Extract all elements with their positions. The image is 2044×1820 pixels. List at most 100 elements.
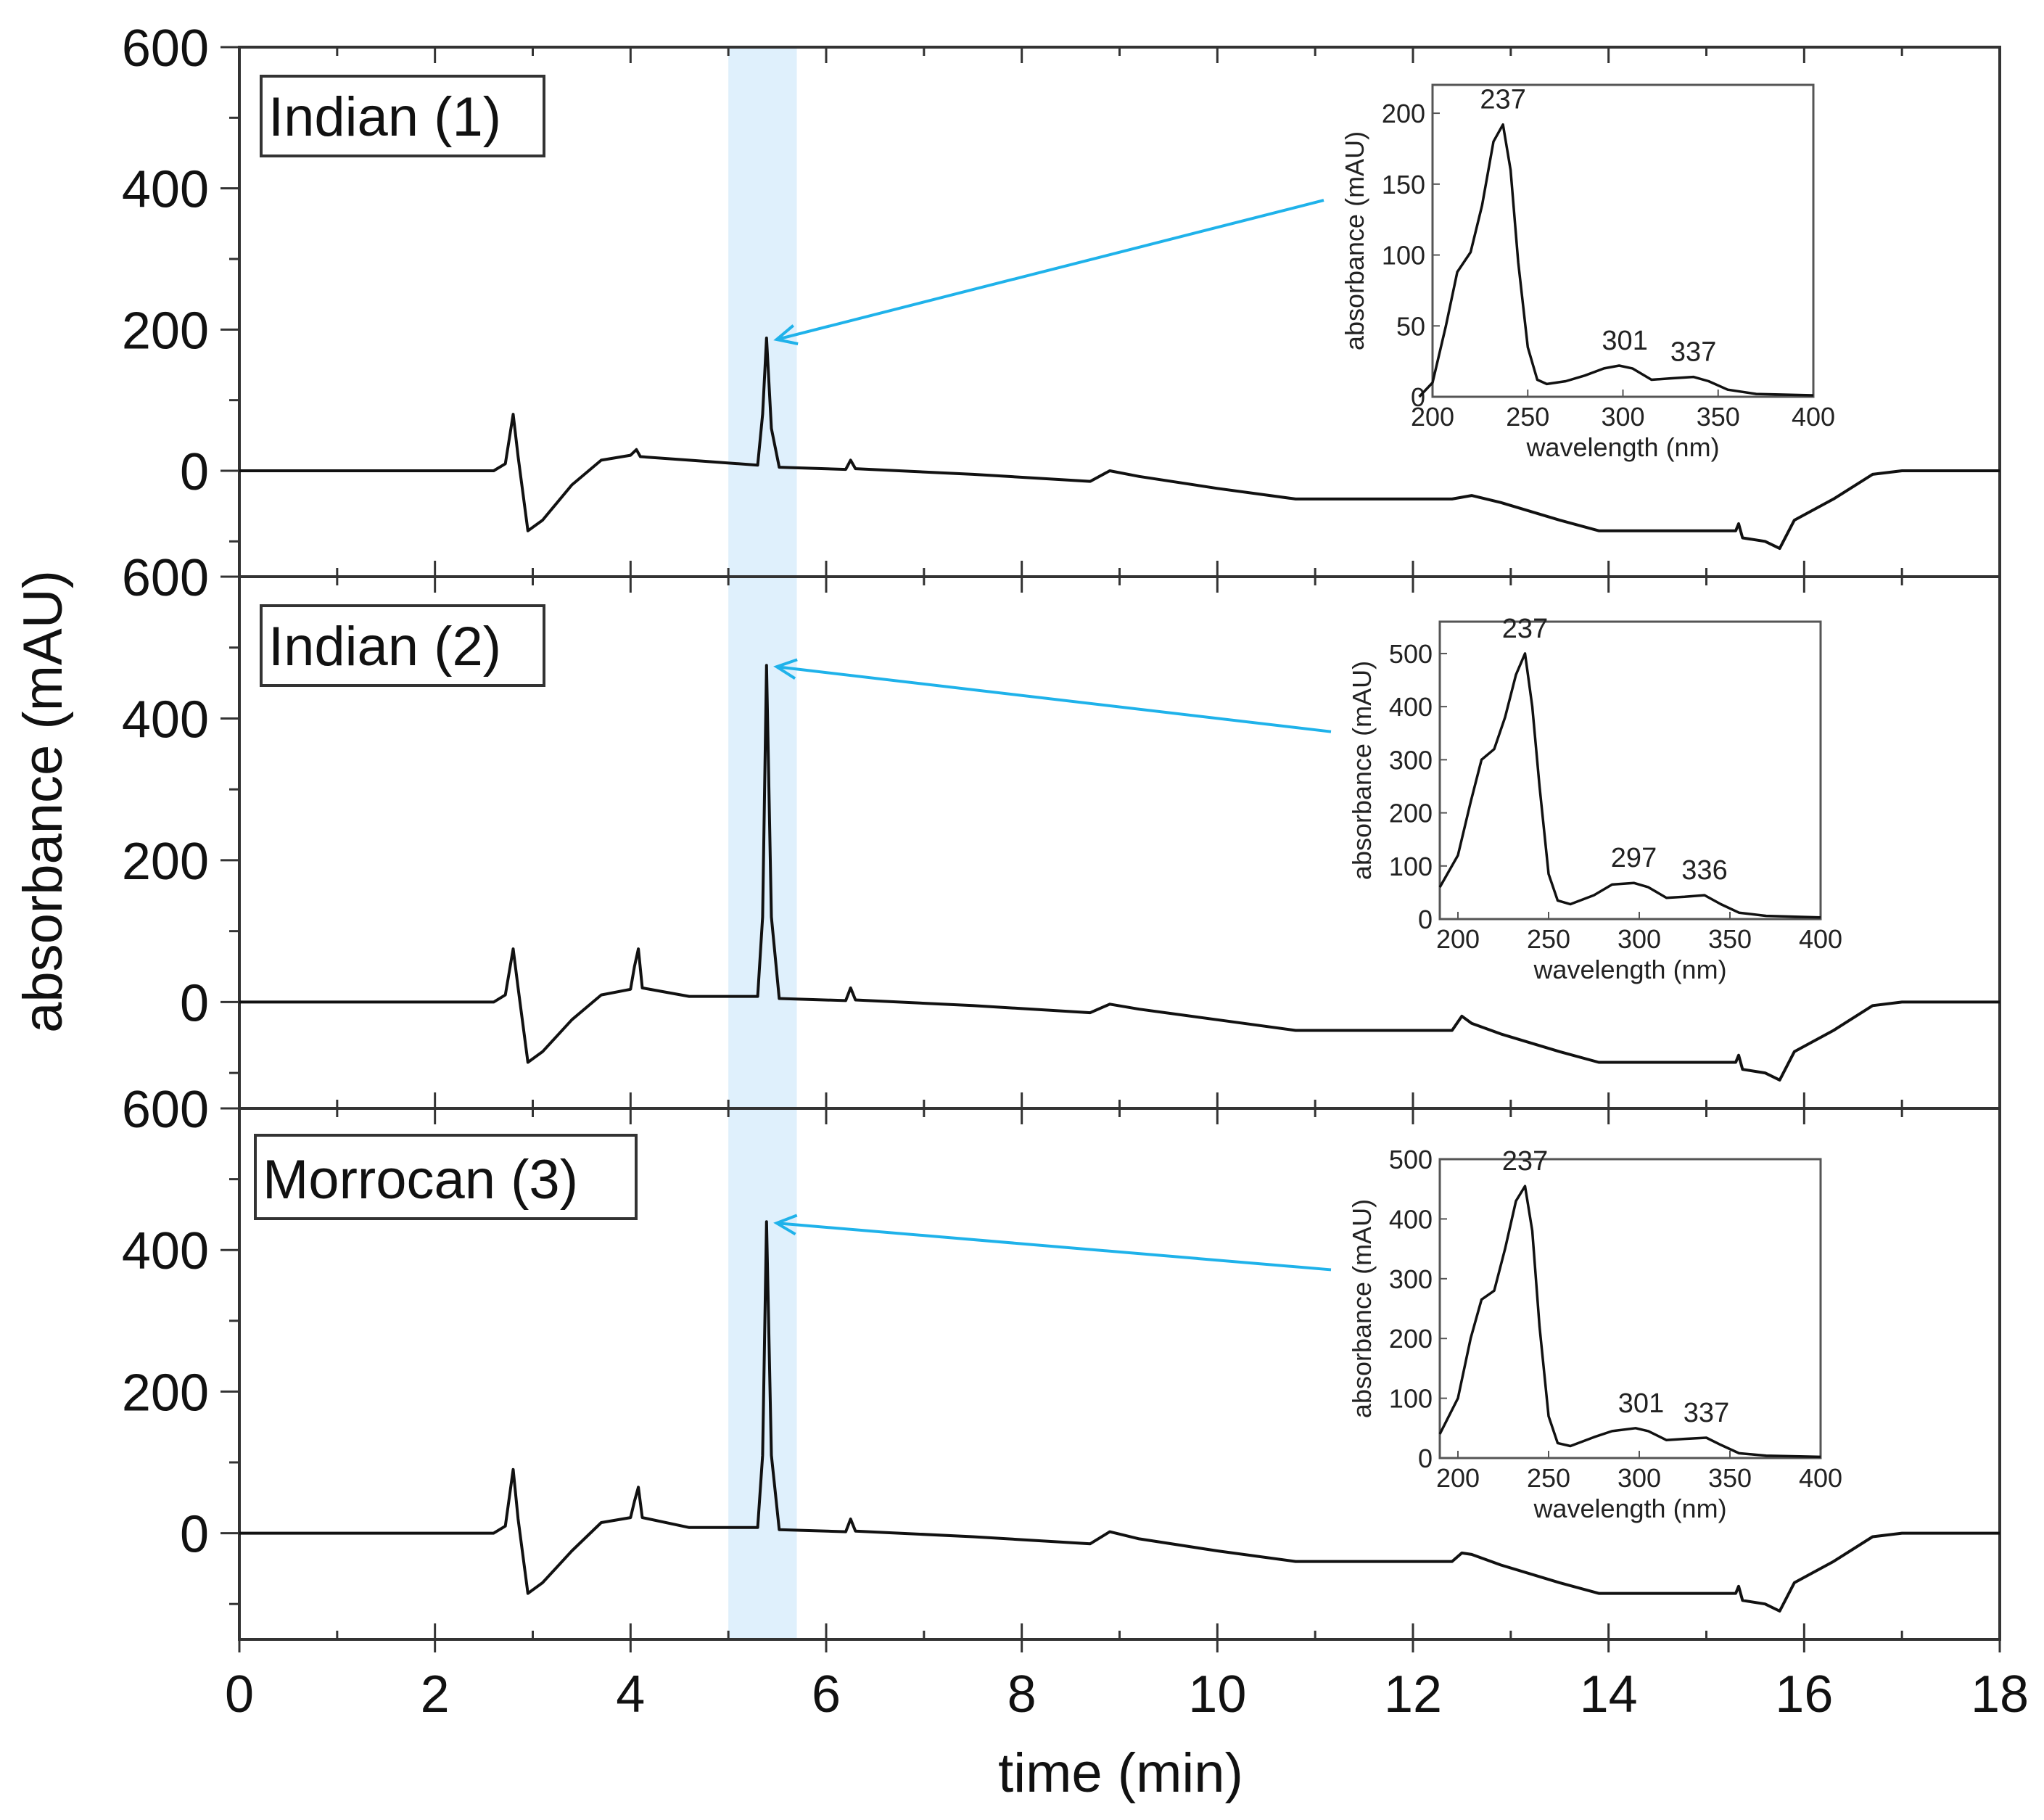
inset-y-tick-label: 100 [1389, 1384, 1433, 1414]
x-axis: 0 2 4 6 8 10 12 14 16 18 [225, 1639, 2029, 1724]
inset-x-title: wavelength (nm) [1525, 432, 1719, 462]
inset-peak-label: 237 [1480, 85, 1525, 115]
inset-y-tick-label: 0 [1418, 905, 1433, 934]
x-tick-label: 4 [616, 1665, 645, 1724]
inset-y-title: absorbance (mAU) [1340, 131, 1369, 350]
uv-spectrum-line [1438, 1185, 1821, 1459]
y-tick-label: 400 [122, 1222, 209, 1280]
inset-frame [1438, 1158, 1822, 1459]
inset-x-tick-label: 200 [1436, 1463, 1480, 1493]
y-tick-label: 600 [122, 1081, 209, 1139]
uv-spectrum-line [1418, 123, 1814, 398]
inset-peak-label: 297 [1611, 843, 1657, 873]
inset-y-tick-label: 500 [1389, 639, 1433, 669]
uv-spectrum-inset: 200 250 300 350 400 0 100 200 300 400 500 wavelengt… [1347, 614, 1842, 984]
callout-arrow-line [776, 1222, 1332, 1272]
inset-y-tick-label: 300 [1389, 745, 1433, 775]
inset-x-tick-label: 400 [1799, 1463, 1842, 1493]
inset-peak-label: 301 [1602, 326, 1647, 356]
inset-x-tick-label: 400 [1792, 402, 1835, 432]
inset-x-title: wavelength (nm) [1533, 955, 1726, 984]
y-tick-label: 400 [122, 691, 209, 749]
inset-y-tick-label: 100 [1389, 852, 1433, 881]
chromatogram-line [239, 664, 2000, 1082]
inset-peak-label: 237 [1502, 614, 1548, 644]
sample-label: Indian (1) [268, 86, 501, 148]
inset-y-tick-label: 150 [1382, 170, 1425, 199]
inset-x-tick-label: 250 [1506, 402, 1549, 432]
inset-x-tick-label: 350 [1708, 1463, 1752, 1493]
x-tick-label: 0 [225, 1665, 254, 1724]
sample-label-box [254, 1134, 638, 1220]
callout-arrow-head [773, 658, 798, 680]
x-tick-label: 16 [1775, 1665, 1833, 1724]
callout-arrow [773, 199, 1324, 345]
inset-x-tick-label: 250 [1527, 1463, 1570, 1493]
inset-y-tick-label: 500 [1389, 1145, 1433, 1174]
inset-x-tick-label: 300 [1601, 402, 1644, 432]
x-tick-label: 14 [1580, 1665, 1638, 1724]
inset-y-tick-label: 50 [1396, 311, 1425, 341]
inset-x-tick-label: 350 [1697, 402, 1740, 432]
y-tick-label: 400 [122, 161, 209, 219]
chromatogram-line [239, 337, 2000, 551]
y-tick-label: 200 [122, 1364, 209, 1422]
inset-y-title: absorbance (mAU) [1347, 1199, 1377, 1418]
inset-x-title: wavelength (nm) [1533, 1494, 1726, 1523]
y-tick-label: 600 [122, 549, 209, 607]
inset-peak-label: 301 [1618, 1388, 1664, 1419]
inset-y-tick-label: 200 [1389, 799, 1433, 828]
y-tick-label: 200 [122, 302, 209, 360]
inset-peak-label: 337 [1670, 337, 1716, 368]
uv-spectrum-inset: 200 250 300 350 400 0 100 200 300 400 500 wavelengt… [1347, 1145, 1842, 1523]
sample-label-box [260, 604, 545, 687]
inset-y-tick-label: 0 [1418, 1444, 1433, 1473]
inset-peak-label: 337 [1684, 1398, 1729, 1428]
sample-label: Indian (2) [268, 616, 501, 678]
callout-arrow [773, 658, 1332, 733]
inset-x-tick-label: 350 [1708, 924, 1752, 954]
sample-label-box [260, 75, 545, 157]
y-axis-title: absorbance (mAU) [12, 570, 74, 1033]
x-tick-label: 18 [1971, 1665, 2029, 1724]
x-tick-label: 8 [1007, 1665, 1037, 1724]
callout-arrow-head [773, 324, 799, 345]
inset-y-tick-label: 400 [1389, 692, 1433, 722]
inset-x-tick-label: 400 [1799, 924, 1842, 954]
sample-label: Morrocan (3) [263, 1149, 578, 1211]
inset-x-tick-label: 300 [1618, 1463, 1661, 1493]
inset-peak-label: 336 [1681, 855, 1727, 886]
y-tick-label: 0 [180, 974, 209, 1032]
callout-arrow [773, 1214, 1332, 1272]
x-tick-label: 12 [1384, 1665, 1442, 1724]
inset-x-tick-label: 200 [1411, 402, 1454, 432]
callout-arrow-head [773, 1214, 798, 1236]
x-tick-label: 6 [812, 1665, 841, 1724]
inset-x-tick-label: 250 [1527, 924, 1570, 954]
inset-y-tick-label: 200 [1382, 99, 1425, 128]
y-tick-label: 200 [122, 833, 209, 891]
callout-arrow-line [776, 665, 1332, 733]
inset-x-tick-label: 200 [1436, 924, 1480, 954]
x-tick-label: 2 [421, 1665, 450, 1724]
y-tick-label: 600 [122, 20, 209, 78]
callout-arrow-line [776, 199, 1324, 341]
inset-peak-label: 237 [1502, 1146, 1548, 1177]
inset-y-title: absorbance (mAU) [1347, 661, 1377, 880]
inset-x-tick-label: 300 [1618, 924, 1661, 954]
inset-y-tick-label: 300 [1389, 1264, 1433, 1294]
uv-spectrum-inset: 200 250 300 350 400 0 50 100 150 200 wavelength (n… [1340, 83, 1835, 462]
x-tick-label: 10 [1188, 1665, 1246, 1724]
y-tick-label: 0 [180, 1506, 209, 1564]
inset-y-tick-label: 100 [1382, 241, 1425, 271]
x-axis-title: time (min) [998, 1742, 1243, 1804]
inset-y-tick-label: 200 [1389, 1324, 1433, 1354]
chromatogram-line [239, 1220, 2000, 1613]
inset-y-tick-label: 0 [1411, 382, 1425, 412]
inset-frame [1438, 620, 1822, 921]
